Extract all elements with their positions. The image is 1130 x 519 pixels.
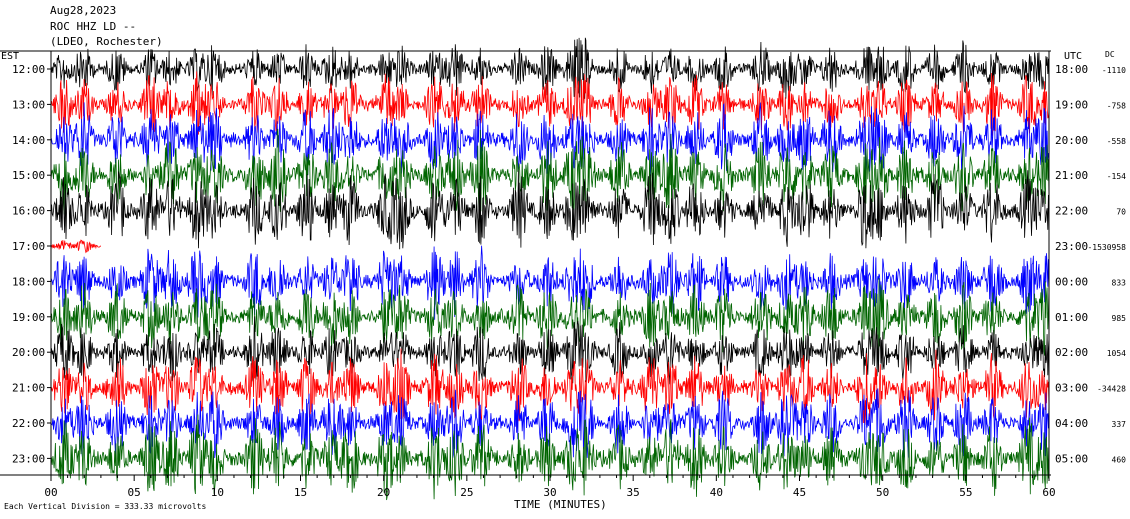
utc-hour-label: 23:00 bbox=[1055, 240, 1088, 253]
utc-hour-label: 19:00 bbox=[1055, 98, 1088, 111]
est-hour-label: 12:00 bbox=[12, 63, 45, 76]
est-hour-label: 20:00 bbox=[12, 346, 45, 359]
dc-offset-label: -1530958 bbox=[1087, 243, 1126, 252]
est-hour-label: 15:00 bbox=[12, 169, 45, 182]
axis-labels: 00 05 10 15 20 25 30 35 40 45 50 55 60 12:00 18:00 -111… bbox=[12, 63, 1126, 499]
utc-hour-label: 01:00 bbox=[1055, 311, 1088, 324]
utc-hour-label: 02:00 bbox=[1055, 346, 1088, 359]
trace-1700 bbox=[50, 239, 101, 254]
dc-offset-label: -154 bbox=[1107, 172, 1126, 181]
dc-offset-label: 1054 bbox=[1107, 349, 1126, 358]
utc-hour-label: 20:00 bbox=[1055, 134, 1088, 147]
dc-heading: DC bbox=[1105, 50, 1115, 59]
x-tick-label: 10 bbox=[211, 486, 224, 499]
scale-note: Each Vertical Division = 333.33 microvol… bbox=[4, 502, 207, 511]
x-tick-label: 60 bbox=[1042, 486, 1055, 499]
utc-hour-label: 03:00 bbox=[1055, 382, 1088, 395]
left-zone-label: EST bbox=[1, 51, 20, 62]
trace-1400 bbox=[50, 102, 1050, 176]
est-hour-label: 18:00 bbox=[12, 275, 45, 288]
dc-offset-label: 460 bbox=[1112, 455, 1127, 464]
right-zone-label: UTC bbox=[1064, 51, 1083, 62]
trace-2100 bbox=[50, 348, 1050, 425]
header-station: ROC HHZ LD -- bbox=[50, 20, 137, 33]
trace-2300 bbox=[50, 414, 1050, 501]
dc-offset-label: 833 bbox=[1112, 278, 1127, 287]
dc-offset-label: 985 bbox=[1112, 314, 1127, 323]
est-hour-label: 16:00 bbox=[12, 205, 45, 218]
x-tick-label: 15 bbox=[294, 486, 307, 499]
trace-1300 bbox=[50, 71, 1050, 136]
trace-1900 bbox=[50, 278, 1050, 356]
est-hour-label: 21:00 bbox=[12, 382, 45, 395]
utc-hour-label: 22:00 bbox=[1055, 205, 1088, 218]
x-tick-label: 55 bbox=[959, 486, 972, 499]
x-tick-label: 25 bbox=[460, 486, 473, 499]
header-network: (LDEO, Rochester) bbox=[50, 35, 163, 48]
x-axis-title: TIME (MINUTES) bbox=[514, 498, 607, 511]
dc-offset-label: -558 bbox=[1107, 137, 1126, 146]
dc-offset-label: 70 bbox=[1116, 208, 1126, 217]
dc-offset-label: 337 bbox=[1112, 420, 1127, 429]
x-tick-label: 40 bbox=[710, 486, 723, 499]
est-hour-label: 23:00 bbox=[12, 452, 45, 465]
plot-frame bbox=[0, 50, 1051, 481]
x-tick-label: 50 bbox=[876, 486, 889, 499]
trace-group bbox=[50, 37, 1050, 501]
est-hour-label: 22:00 bbox=[12, 417, 45, 430]
est-hour-label: 19:00 bbox=[12, 311, 45, 324]
dc-offset-label: -34428 bbox=[1097, 385, 1126, 394]
utc-hour-label: 04:00 bbox=[1055, 417, 1088, 430]
utc-hour-label: 00:00 bbox=[1055, 275, 1088, 288]
trace-1800 bbox=[50, 245, 1050, 320]
est-hour-label: 13:00 bbox=[12, 98, 45, 111]
x-tick-label: 00 bbox=[44, 486, 57, 499]
x-tick-label: 05 bbox=[128, 486, 141, 499]
est-hour-label: 14:00 bbox=[12, 134, 45, 147]
dc-offset-label: -758 bbox=[1107, 101, 1126, 110]
trace-2000 bbox=[50, 316, 1050, 385]
dc-offset-label: -1110 bbox=[1102, 66, 1126, 75]
utc-hour-label: 21:00 bbox=[1055, 169, 1088, 182]
trace-1600 bbox=[50, 170, 1050, 250]
utc-hour-label: 18:00 bbox=[1055, 63, 1088, 76]
x-tick-label: 45 bbox=[793, 486, 806, 499]
trace-2200 bbox=[50, 388, 1050, 459]
header-date: Aug28,2023 bbox=[50, 4, 117, 17]
utc-hour-label: 05:00 bbox=[1055, 452, 1088, 465]
x-tick-label: 20 bbox=[377, 486, 390, 499]
est-hour-label: 17:00 bbox=[12, 240, 45, 253]
x-tick-label: 30 bbox=[543, 486, 556, 499]
x-tick-label: 35 bbox=[627, 486, 640, 499]
